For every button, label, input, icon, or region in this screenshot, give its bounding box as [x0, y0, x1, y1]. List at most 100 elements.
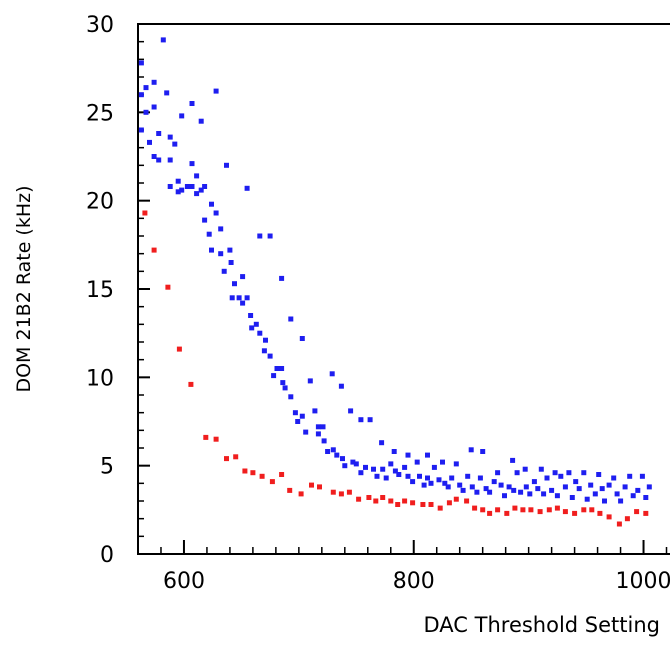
blue-data-point: [194, 173, 200, 179]
blue-data-point: [315, 424, 321, 430]
red-data-point: [520, 507, 526, 513]
blue-data-point: [240, 274, 246, 280]
red-data-point: [487, 510, 493, 516]
y-tick-label: 30: [86, 13, 114, 38]
blue-data-point: [405, 452, 411, 458]
blue-data-point: [209, 247, 214, 253]
red-data-point: [338, 491, 344, 497]
blue-data-point: [538, 466, 544, 472]
blue-data-point: [288, 316, 294, 322]
red-data-point: [309, 482, 314, 488]
blue-data-point: [611, 475, 617, 481]
red-data-point: [572, 510, 578, 516]
blue-data-point: [329, 371, 335, 377]
red-data-point: [298, 491, 304, 497]
blue-data-point: [274, 366, 280, 371]
red-data-point: [597, 510, 603, 516]
blue-data-point: [138, 127, 144, 133]
blue-data-point: [164, 90, 170, 96]
y-tick-label: 15: [86, 278, 114, 303]
blue-data-point: [558, 473, 564, 479]
blue-data-point: [160, 37, 166, 43]
blue-data-point: [232, 281, 237, 287]
blue-data-point: [518, 489, 524, 495]
blue-data-point: [213, 88, 219, 94]
blue-data-point: [374, 473, 380, 479]
blue-data-point: [510, 457, 516, 463]
blue-data-point: [483, 486, 489, 492]
blue-data-point: [224, 162, 229, 168]
blue-data-point: [531, 479, 537, 485]
blue-data-point: [206, 231, 212, 237]
y-axis-label: DOM 21B2 Rate (kHz): [13, 185, 35, 392]
blue-data-point: [202, 184, 208, 189]
red-data-point: [464, 498, 470, 504]
red-data-point: [624, 516, 630, 522]
blue-data-point: [405, 473, 411, 479]
blue-data-point: [338, 383, 344, 389]
blue-data-point: [257, 330, 263, 336]
blue-data-point: [151, 79, 157, 85]
red-data-point: [537, 509, 543, 515]
blue-data-point: [569, 495, 575, 500]
x-tick-label: 600: [163, 569, 205, 594]
blue-data-point: [457, 482, 463, 488]
blue-data-point: [194, 191, 200, 197]
blue-data-point: [307, 378, 313, 384]
x-tick-label: 1000: [616, 569, 670, 594]
blue-data-point: [506, 484, 512, 490]
blue-data-point: [227, 247, 233, 253]
y-tick-label: 20: [86, 190, 114, 215]
blue-data-point: [576, 486, 582, 492]
blue-data-point: [151, 154, 157, 159]
red-data-point: [259, 473, 265, 479]
red-data-point: [420, 502, 426, 507]
blue-data-point: [350, 459, 356, 465]
blue-data-point: [263, 337, 268, 343]
blue-data-point: [643, 495, 649, 500]
x-tick-label: 800: [393, 569, 435, 594]
blue-data-point: [646, 484, 652, 490]
red-data-point: [330, 489, 336, 495]
blue-data-point: [635, 487, 641, 493]
blue-data-point: [257, 233, 263, 239]
blue-data-point: [436, 477, 442, 483]
blue-data-point: [388, 461, 394, 467]
blue-data-point: [371, 466, 376, 472]
blue-data-point: [249, 325, 255, 331]
blue-data-point: [414, 459, 420, 465]
blue-data-point: [189, 101, 195, 106]
red-data-point: [410, 500, 416, 506]
x-axis-label: DAC Threshold Setting: [424, 613, 661, 637]
red-data-point: [554, 505, 560, 511]
blue-data-point: [602, 498, 607, 504]
blue-data-point: [453, 461, 459, 467]
blue-data-point: [514, 470, 520, 476]
blue-data-point: [189, 184, 195, 189]
blue-data-point: [320, 424, 326, 430]
blue-data-point: [330, 447, 336, 453]
blue-data-point: [425, 475, 430, 481]
blue-data-point: [202, 217, 208, 223]
red-data-point: [616, 521, 622, 527]
blue-data-point: [588, 482, 594, 488]
red-data-point: [287, 487, 293, 493]
blue-data-point: [198, 187, 204, 193]
red-data-point: [176, 346, 182, 352]
blue-data-point: [143, 109, 149, 115]
blue-data-point: [495, 470, 501, 476]
blue-data-point: [189, 161, 195, 167]
blue-data-point: [288, 394, 294, 400]
blue-data-point: [342, 463, 348, 469]
blue-data-point: [299, 336, 305, 341]
blue-data-point: [240, 300, 246, 306]
red-data-point: [504, 510, 510, 516]
blue-data-point: [295, 419, 301, 424]
red-data-point: [437, 505, 443, 511]
blue-data-point: [535, 486, 541, 492]
blue-data-point: [396, 472, 402, 477]
blue-data-point: [627, 473, 633, 479]
red-data-point: [546, 507, 552, 513]
red-data-point: [317, 484, 322, 490]
